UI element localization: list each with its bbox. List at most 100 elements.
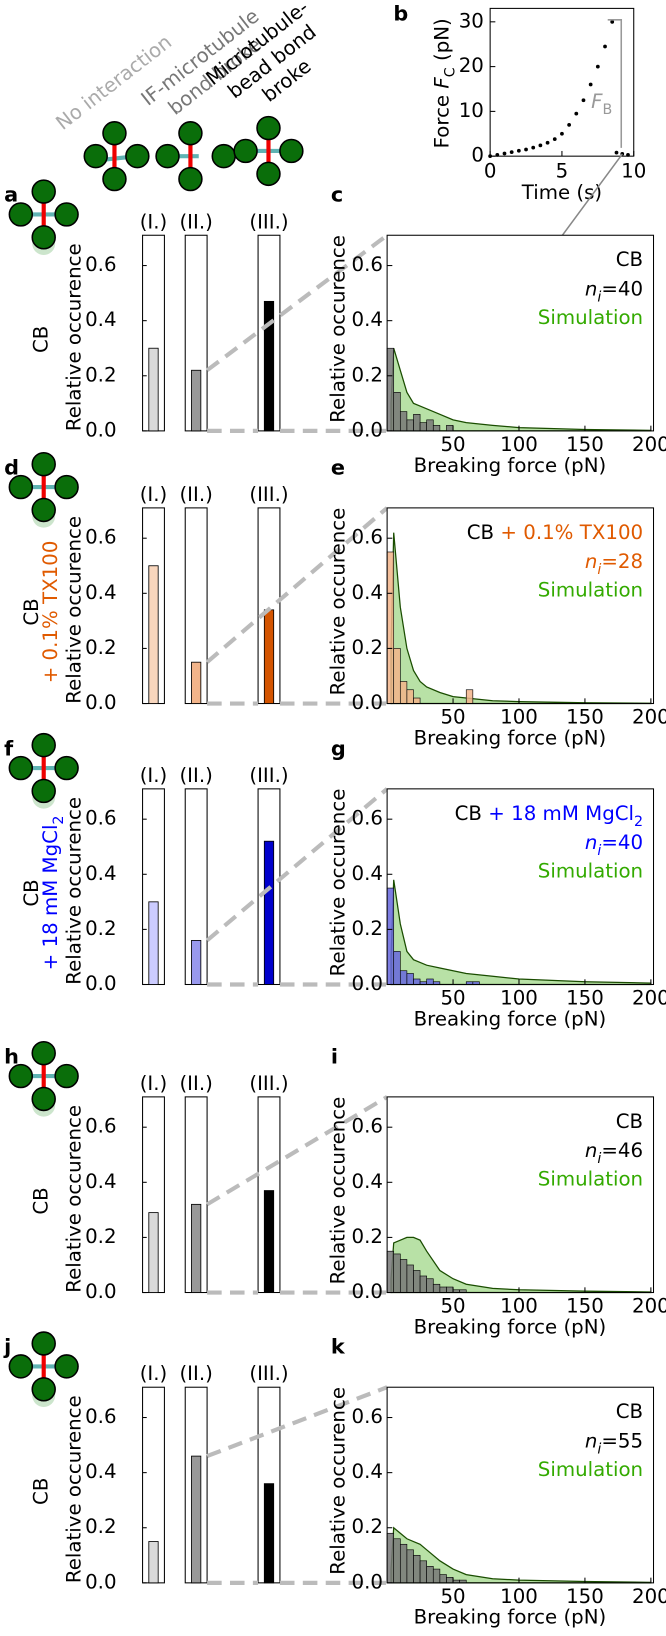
hist-bar <box>406 419 414 432</box>
category-label: (III.) <box>249 210 288 233</box>
legend-label: Simulation <box>538 1168 643 1191</box>
x-tick-label: 100 <box>500 987 538 1010</box>
y-tick-label: 10 <box>459 99 484 122</box>
annotation-title: CB + 0.1% TX100 <box>467 520 643 543</box>
text-part: 2 <box>51 816 67 825</box>
y-tick-label: 0.0 <box>352 972 383 995</box>
category-label: (III.) <box>249 764 288 787</box>
row-label: CB <box>29 1478 52 1505</box>
hist-bar <box>393 391 401 432</box>
plot-bg <box>387 788 654 985</box>
hist-bar <box>399 970 408 985</box>
category-label: (II.) <box>179 764 212 787</box>
data-point <box>545 140 550 145</box>
row-label: CB <box>20 598 43 625</box>
data-point <box>581 98 586 103</box>
bar <box>263 1483 275 1584</box>
y-tick-label: 0.4 <box>85 581 116 604</box>
x-tick-label: 200 <box>632 1295 666 1318</box>
y-tick-label: 0.2 <box>352 1515 383 1538</box>
text-part: n <box>585 830 598 853</box>
hist-bar <box>393 1538 401 1584</box>
bead <box>256 115 281 141</box>
bead <box>54 202 79 227</box>
y-tick-label: 0.2 <box>85 1515 116 1538</box>
panel-letter: e <box>331 455 345 479</box>
sample-size: ni=28 <box>585 550 643 579</box>
text-part: 2 <box>634 814 643 830</box>
data-point <box>588 82 593 87</box>
data-point <box>524 147 528 152</box>
y-axis-label: Relative occurence <box>62 797 85 985</box>
y-tick-label: 0.2 <box>85 1225 116 1248</box>
hist-bar <box>426 419 434 432</box>
hist-bar <box>386 1250 395 1293</box>
hist-bar <box>386 1532 395 1584</box>
category-label: (II.) <box>179 1362 212 1385</box>
bead <box>102 121 127 146</box>
simulation-area <box>390 532 652 705</box>
bead <box>256 161 281 187</box>
x-axis-label: Breaking force (pN) <box>414 454 607 477</box>
text-part: + 0.1% TX100 <box>38 541 61 684</box>
y-tick-label: 0.4 <box>85 308 116 331</box>
y-tick-label: 0.2 <box>352 1225 383 1248</box>
category-label: (II.) <box>179 483 212 506</box>
row-label: CB <box>20 879 43 906</box>
category-label: (III.) <box>249 1362 288 1385</box>
y-tick-label: 0.4 <box>352 581 383 604</box>
sample-size: ni=40 <box>585 277 643 306</box>
y-tick-label: 0.4 <box>352 1170 383 1193</box>
text-part: CB <box>20 879 43 906</box>
hist-bar <box>393 648 401 704</box>
row-label: CB <box>29 1187 52 1214</box>
bead <box>31 1040 56 1066</box>
x-axis-label: Time (s) <box>521 181 602 204</box>
panel-letter: k <box>331 1335 346 1359</box>
bar <box>191 1203 202 1293</box>
y-tick-label: 0.6 <box>352 1115 383 1138</box>
y-tick-label: 0.6 <box>352 1405 383 1428</box>
panel-letter: a <box>4 183 18 207</box>
hist-bar <box>413 978 421 985</box>
molecule-icon <box>8 732 79 809</box>
y-tick-label: 0.4 <box>85 1170 116 1193</box>
text-part: CB <box>467 520 494 543</box>
annotation-title: CB <box>616 1400 643 1423</box>
data-point <box>552 137 557 142</box>
bead <box>178 166 203 192</box>
y-tick-label: 0.6 <box>352 526 383 549</box>
category-label: (II.) <box>179 210 212 233</box>
panel-letter: b <box>393 2 408 26</box>
bead <box>31 497 56 523</box>
category-label: (I.) <box>140 1072 168 1095</box>
bar <box>191 369 202 432</box>
text-part: n <box>585 1429 598 1452</box>
data-point <box>595 64 600 69</box>
y-tick-label: 0.0 <box>352 418 383 441</box>
x-tick-label: 100 <box>500 706 538 729</box>
category-label: (I.) <box>140 1362 168 1385</box>
bead <box>31 179 56 204</box>
data-point <box>567 122 571 127</box>
bead <box>8 1354 34 1379</box>
zoom-line <box>205 506 389 664</box>
x-tick-label: 5 <box>556 159 569 182</box>
bar <box>263 1190 275 1293</box>
hist-bar <box>406 1264 414 1293</box>
y-axis-label: Relative occurence <box>327 1097 350 1285</box>
hist-bar <box>393 1253 401 1293</box>
data-point <box>516 148 521 153</box>
bead <box>178 121 203 146</box>
hist-bar <box>426 1566 434 1584</box>
y-tick-label: 0.0 <box>352 691 383 714</box>
y-tick-label: 0.4 <box>352 862 383 885</box>
hist-bar <box>419 1560 427 1584</box>
hist-bar <box>386 887 395 985</box>
y-tick-label: 0.4 <box>352 1460 383 1483</box>
plot-bg <box>387 507 654 704</box>
x-axis-label: Breaking force (pN) <box>414 726 607 749</box>
data-point <box>509 150 514 155</box>
y-axis-label: Force FC (pN) <box>430 18 459 148</box>
hist-bar <box>406 1549 414 1584</box>
